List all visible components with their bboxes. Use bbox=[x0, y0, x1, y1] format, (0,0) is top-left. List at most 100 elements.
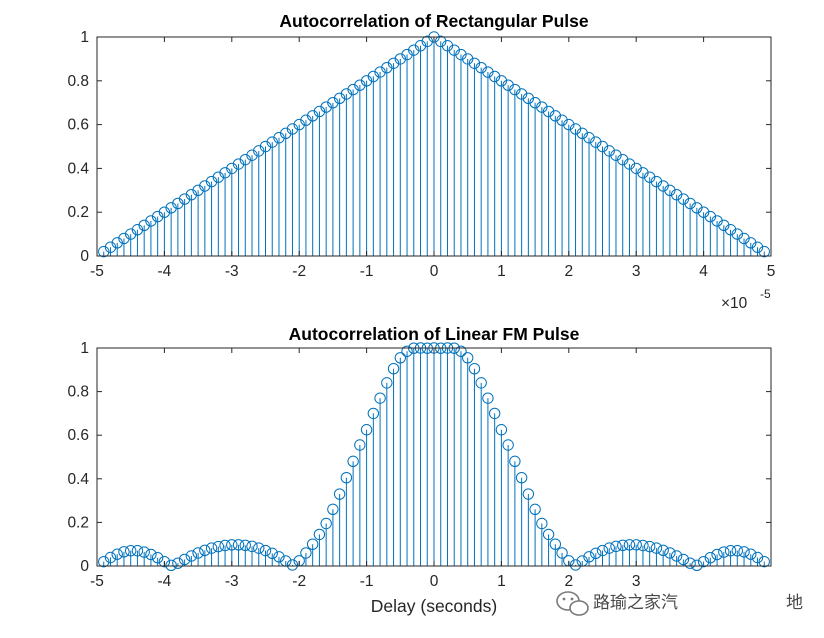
lfm-pulse-marker-39 bbox=[360, 424, 373, 436]
rect-pulse-marker-0 bbox=[98, 245, 110, 258]
rect-pulse-marker-24 bbox=[259, 140, 272, 153]
rect-pulse-ytick-label-4: 0.8 bbox=[67, 73, 89, 90]
lfm-pulse-xlabel: Delay (seconds) bbox=[371, 596, 497, 616]
lfm-pulse-marker-10 bbox=[165, 559, 177, 572]
lfm-pulse-marker-12 bbox=[178, 553, 191, 566]
watermark-tail: 地 bbox=[786, 593, 803, 613]
rect-pulse-marker-78 bbox=[623, 158, 636, 170]
rect-pulse-marker-97 bbox=[751, 241, 764, 253]
rect-pulse-marker-27 bbox=[280, 127, 292, 140]
rect-pulse-marker-88 bbox=[691, 202, 703, 214]
rect-pulse-xtick-label-7: 2 bbox=[564, 263, 573, 280]
lfm-pulse-marker-45 bbox=[401, 345, 413, 357]
lfm-pulse-marker-82 bbox=[650, 542, 663, 554]
lfm-pulse-marker-67 bbox=[549, 538, 562, 550]
rect-pulse-marker-32 bbox=[313, 105, 326, 118]
rect-pulse-marker-1 bbox=[104, 241, 117, 253]
rect-pulse-marker-69 bbox=[563, 118, 575, 131]
rect-pulse-marker-14 bbox=[192, 184, 204, 197]
rect-pulse-marker-41 bbox=[374, 66, 386, 78]
lfm-pulse-marker-30 bbox=[300, 547, 312, 559]
lfm-pulse-marker-77 bbox=[617, 539, 629, 551]
rect-pulse-marker-54 bbox=[462, 53, 474, 65]
rect-pulse-marker-22 bbox=[246, 149, 258, 161]
rect-pulse-marker-44 bbox=[394, 53, 406, 65]
lfm-pulse-xtick-label-5: 0 bbox=[430, 573, 439, 590]
rect-pulse-marker-85 bbox=[670, 188, 683, 201]
lfm-pulse-marker-90 bbox=[704, 552, 717, 564]
lfm-pulse-marker-20 bbox=[232, 539, 245, 551]
lfm-pulse-marker-53 bbox=[455, 345, 467, 357]
lfm-pulse-marker-54 bbox=[462, 352, 474, 364]
lfm-pulse-marker-74 bbox=[596, 544, 609, 557]
lfm-pulse-marker-84 bbox=[664, 547, 676, 559]
lfm-pulse-ytick-label-2: 0.4 bbox=[67, 471, 89, 488]
rect-pulse-marker-20 bbox=[232, 158, 245, 170]
rect-pulse-marker-5 bbox=[131, 224, 144, 236]
rect-pulse-marker-93 bbox=[724, 224, 737, 236]
lfm-pulse-marker-24 bbox=[259, 544, 272, 557]
rect-pulse-marker-17 bbox=[212, 171, 225, 183]
watermark-text: 路瑜之家汽 bbox=[593, 593, 678, 613]
lfm-pulse-marker-66 bbox=[542, 528, 555, 541]
lfm-pulse-xtick-label-6: 1 bbox=[497, 573, 506, 590]
lfm-pulse-marker-94 bbox=[731, 545, 743, 557]
lfm-pulse-marker-73 bbox=[590, 547, 602, 560]
lfm-pulse-marker-6 bbox=[138, 546, 150, 558]
lfm-pulse-marker-89 bbox=[697, 555, 710, 568]
lfm-pulse-marker-11 bbox=[172, 557, 184, 569]
rect-pulse-marker-83 bbox=[657, 180, 669, 192]
rect-pulse-marker-23 bbox=[253, 145, 265, 157]
rect-pulse-marker-15 bbox=[199, 180, 211, 192]
lfm-pulse-marker-91 bbox=[711, 548, 723, 561]
lfm-pulse-ytick-label-5: 1 bbox=[80, 340, 89, 357]
rect-pulse-marker-16 bbox=[205, 175, 218, 188]
rect-pulse-marker-36 bbox=[340, 88, 353, 100]
rect-pulse-marker-6 bbox=[138, 219, 150, 232]
rect-pulse-marker-11 bbox=[172, 197, 184, 210]
rect-pulse-marker-65 bbox=[536, 101, 548, 113]
rect-pulse-marker-73 bbox=[590, 136, 602, 148]
rect-pulse-marker-53 bbox=[455, 48, 467, 61]
rect-pulse-title: Autocorrelation of Rectangular Pulse bbox=[279, 11, 588, 31]
rect-pulse-marker-28 bbox=[286, 123, 299, 135]
rect-pulse-marker-87 bbox=[684, 197, 696, 210]
lfm-pulse-marker-98 bbox=[758, 555, 770, 568]
rect-pulse-marker-98 bbox=[758, 245, 770, 258]
rect-pulse-marker-50 bbox=[435, 35, 447, 48]
rect-pulse-marker-25 bbox=[266, 136, 278, 148]
lfm-pulse-ytick-label-1: 0.2 bbox=[67, 514, 89, 531]
lfm-pulse-marker-81 bbox=[643, 540, 656, 553]
rect-pulse-marker-9 bbox=[158, 206, 171, 218]
lfm-pulse-marker-44 bbox=[394, 352, 406, 364]
rect-pulse-marker-64 bbox=[529, 97, 541, 109]
lfm-pulse-marker-4 bbox=[125, 545, 137, 557]
rect-pulse-marker-13 bbox=[185, 188, 198, 201]
rect-pulse-marker-86 bbox=[677, 193, 690, 205]
rect-pulse-exponent-power: -5 bbox=[760, 287, 771, 301]
rect-pulse-marker-35 bbox=[333, 92, 346, 105]
lfm-pulse-marker-80 bbox=[637, 539, 649, 552]
rect-pulse-marker-81 bbox=[643, 171, 656, 183]
lfm-pulse-marker-85 bbox=[670, 550, 683, 562]
rect-pulse-marker-31 bbox=[306, 110, 319, 122]
rect-pulse-marker-94 bbox=[731, 228, 743, 240]
rect-pulse-marker-39 bbox=[360, 75, 373, 87]
rect-pulse-marker-61 bbox=[509, 83, 521, 96]
lfm-pulse-marker-37 bbox=[347, 455, 359, 468]
rect-pulse-ytick-label-2: 0.4 bbox=[67, 160, 89, 177]
rect-pulse-ytick-label-3: 0.6 bbox=[67, 117, 89, 134]
lfm-pulse-marker-35 bbox=[333, 488, 346, 500]
rect-pulse-exponent-label: ×10 bbox=[721, 295, 748, 312]
rect-pulse-marker-77 bbox=[617, 153, 629, 166]
rect-pulse-marker-68 bbox=[556, 114, 568, 126]
lfm-pulse-marker-72 bbox=[583, 551, 595, 563]
lfm-pulse-marker-78 bbox=[623, 539, 636, 551]
rect-pulse-axes: Autocorrelation of Rectangular Pulse -5 -… bbox=[67, 11, 775, 312]
lfm-pulse-marker-58 bbox=[488, 407, 501, 420]
rect-pulse-ytick-label-5: 1 bbox=[80, 29, 89, 46]
lfm-pulse-marker-97 bbox=[751, 551, 764, 564]
lfm-pulse-ytick-label-0: 0 bbox=[80, 558, 89, 575]
lfm-pulse-xtick-label-2: -3 bbox=[225, 573, 239, 590]
rect-pulse-xtick-label-8: 3 bbox=[632, 263, 641, 280]
